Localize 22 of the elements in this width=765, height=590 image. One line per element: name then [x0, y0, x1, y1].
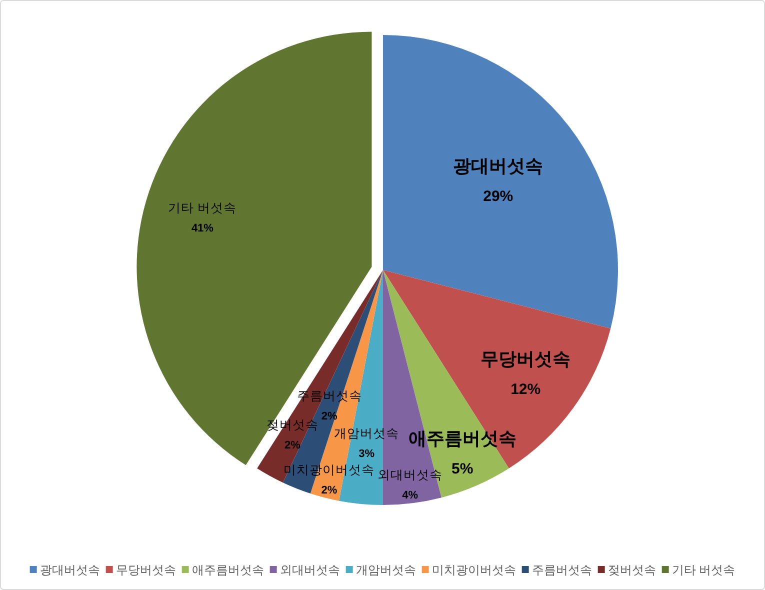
legend-label: 애주름버섯속	[192, 563, 264, 577]
legend-label: 주름버섯속	[532, 563, 592, 577]
data-label: 41%	[191, 222, 214, 234]
legend-label: 광대버섯속	[40, 563, 100, 577]
data-label: 29%	[483, 188, 514, 205]
data-label: 3%	[358, 448, 375, 460]
slice-label: 무당버섯속	[480, 348, 571, 369]
legend-label: 무당버섯속	[116, 563, 176, 577]
legend-label: 젖버섯속	[608, 563, 656, 577]
legend-label: 개암버섯속	[356, 563, 416, 577]
slice-label: 광대버섯속	[453, 156, 544, 176]
data-label: 2%	[284, 440, 301, 452]
data-label: 12%	[510, 380, 541, 398]
legend-label: 기타 버섯속	[672, 563, 736, 577]
legend-label: 미치광이버섯속	[432, 563, 516, 577]
data-label: 2%	[321, 484, 338, 496]
data-label: 5%	[451, 460, 474, 478]
slice-label: 주름버섯속	[296, 388, 362, 403]
slice-label: 기타 버섯속	[168, 200, 237, 215]
data-label: 4%	[402, 489, 418, 502]
legend-label: 외대버섯속	[280, 563, 340, 577]
slice-label: 외대버섯속	[378, 468, 443, 482]
